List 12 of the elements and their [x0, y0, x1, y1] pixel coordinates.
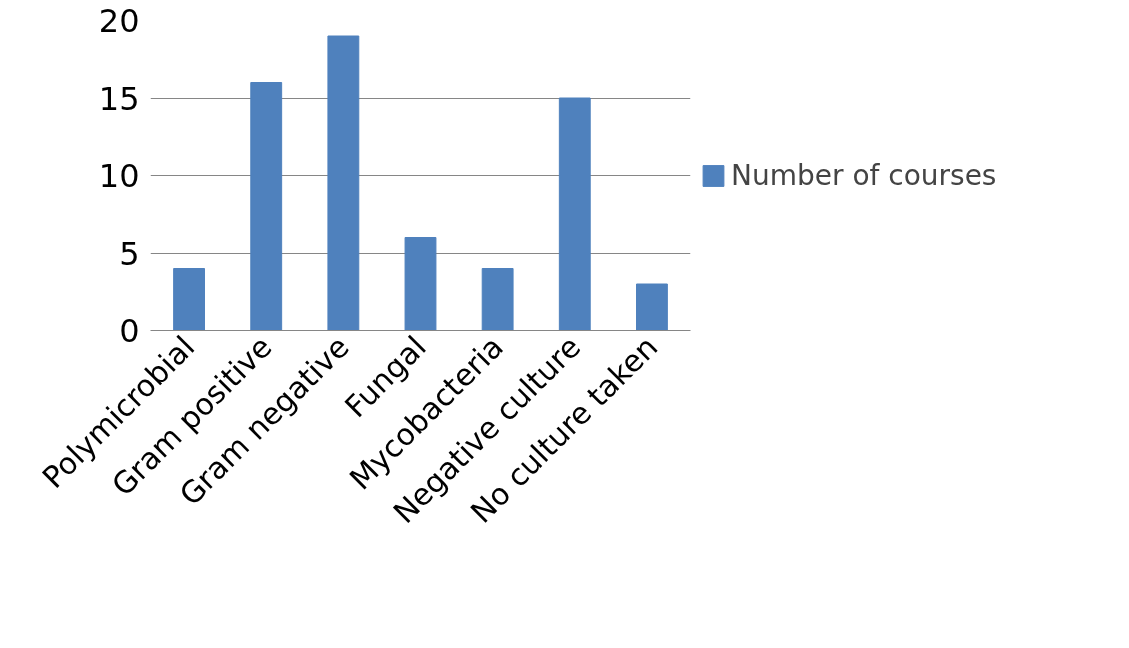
- y-tick-label: 5: [119, 234, 140, 273]
- bar: [636, 283, 668, 331]
- legend-label: Number of courses: [731, 158, 997, 192]
- y-tick-label: 10: [98, 157, 140, 195]
- bar: [481, 268, 514, 331]
- y-tick-label: 20: [98, 2, 140, 40]
- y-tick-label: 15: [98, 79, 140, 118]
- bar: [173, 268, 205, 331]
- bar: [558, 97, 591, 331]
- bar: [250, 82, 283, 331]
- bar: [327, 35, 360, 331]
- bar: [404, 237, 437, 331]
